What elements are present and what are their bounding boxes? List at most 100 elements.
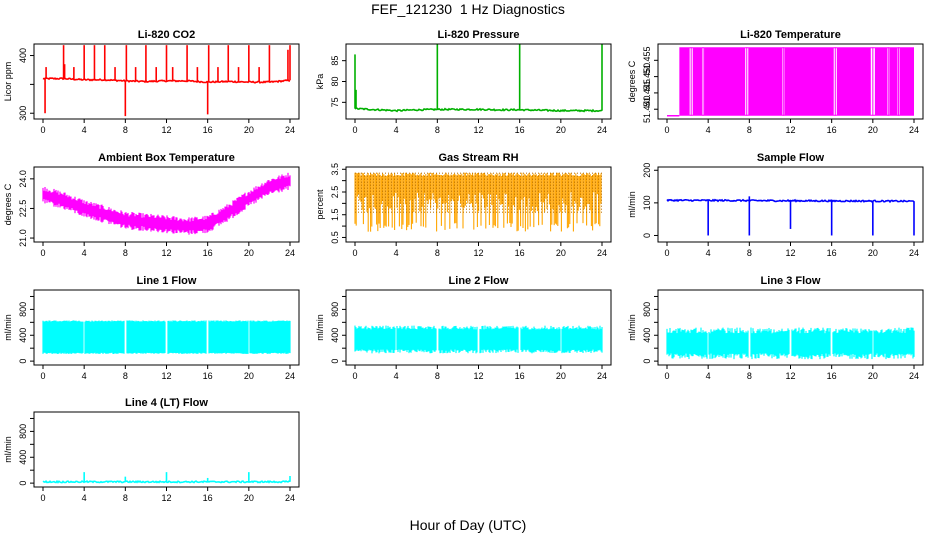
series-co2 — [42, 45, 291, 117]
rh-texture — [466, 187, 467, 189]
rh-texture — [439, 184, 440, 186]
x-tick-label: 4 — [82, 248, 87, 258]
rh-texture — [574, 172, 575, 174]
rh-texture — [448, 208, 449, 210]
x-tick-label: 20 — [556, 371, 566, 381]
rh-texture — [547, 181, 548, 183]
rh-texture — [511, 202, 512, 204]
rh-texture — [523, 199, 524, 201]
rh-texture — [583, 208, 584, 210]
rh-texture — [550, 196, 551, 198]
rh-texture — [436, 205, 437, 207]
rh-texture — [508, 208, 509, 210]
rh-texture — [358, 181, 359, 183]
rh-texture — [511, 205, 512, 207]
rh-texture — [490, 178, 491, 180]
rh-texture — [394, 178, 395, 180]
rh-texture — [373, 208, 374, 210]
rh-texture — [547, 199, 548, 201]
rh-texture — [481, 202, 482, 204]
rh-texture — [574, 196, 575, 198]
rh-texture — [532, 208, 533, 210]
rh-texture — [361, 187, 362, 189]
rh-texture — [589, 172, 590, 174]
x-tick-label: 24 — [285, 125, 295, 135]
x-tick-label: 4 — [706, 125, 711, 135]
panel-line2: Line 2 Flow ml/min 0 4 8 12 16 20 24 0 400 800 — [315, 275, 612, 381]
rh-texture — [559, 175, 560, 177]
rh-texture — [577, 193, 578, 195]
rh-texture — [385, 178, 386, 180]
rh-texture — [466, 175, 467, 177]
rh-texture — [430, 187, 431, 189]
rh-texture — [508, 184, 509, 186]
rh-texture — [601, 175, 602, 177]
rh-texture — [481, 178, 482, 180]
rh-texture — [382, 211, 383, 213]
rh-texture — [397, 184, 398, 186]
rh-texture — [412, 208, 413, 210]
rh-texture — [379, 196, 380, 198]
rh-texture — [481, 196, 482, 198]
rh-texture — [388, 208, 389, 210]
rh-texture — [511, 184, 512, 186]
rh-texture — [391, 190, 392, 192]
rh-texture — [529, 199, 530, 201]
rh-texture — [373, 205, 374, 207]
rh-texture — [565, 181, 566, 183]
rh-texture — [538, 193, 539, 195]
rh-texture — [364, 208, 365, 210]
rh-texture — [577, 187, 578, 189]
rh-texture — [469, 178, 470, 180]
rh-texture — [499, 211, 500, 213]
rh-texture — [388, 196, 389, 198]
rh-texture — [427, 205, 428, 207]
rh-texture — [583, 190, 584, 192]
rh-texture — [358, 172, 359, 174]
rh-texture — [502, 184, 503, 186]
x-tick-label: 4 — [394, 125, 399, 135]
rh-texture — [412, 190, 413, 192]
rh-texture — [472, 196, 473, 198]
rh-texture — [487, 205, 488, 207]
rh-texture — [367, 208, 368, 210]
rh-texture — [406, 208, 407, 210]
rh-texture — [523, 175, 524, 177]
rh-texture — [583, 211, 584, 213]
rh-texture — [460, 181, 461, 183]
rh-texture — [559, 187, 560, 189]
rh-texture — [532, 172, 533, 174]
rh-texture — [433, 175, 434, 177]
rh-texture — [445, 211, 446, 213]
rh-texture — [562, 181, 563, 183]
rh-texture — [598, 178, 599, 180]
rh-texture — [472, 181, 473, 183]
rh-texture — [466, 190, 467, 192]
rh-texture — [427, 208, 428, 210]
rh-texture — [376, 190, 377, 192]
x-tick-label: 20 — [244, 125, 254, 135]
rh-texture — [487, 181, 488, 183]
y-axis-label: ml/min — [315, 314, 325, 341]
rh-texture — [448, 193, 449, 195]
rh-texture — [487, 172, 488, 174]
rh-texture — [394, 184, 395, 186]
rh-texture — [583, 199, 584, 201]
rh-texture — [574, 199, 575, 201]
rh-texture — [526, 181, 527, 183]
rh-texture — [535, 208, 536, 210]
rh-texture — [403, 205, 404, 207]
rh-texture — [550, 190, 551, 192]
rh-texture — [367, 193, 368, 195]
rh-texture — [373, 178, 374, 180]
rh-texture — [397, 178, 398, 180]
rh-texture — [514, 172, 515, 174]
rh-texture — [574, 175, 575, 177]
rh-texture — [394, 190, 395, 192]
rh-texture — [400, 211, 401, 213]
rh-texture — [553, 196, 554, 198]
x-tick-label: 8 — [123, 493, 128, 503]
rh-texture — [541, 205, 542, 207]
rh-texture — [559, 199, 560, 201]
y-tick-label: 0 — [642, 233, 652, 238]
